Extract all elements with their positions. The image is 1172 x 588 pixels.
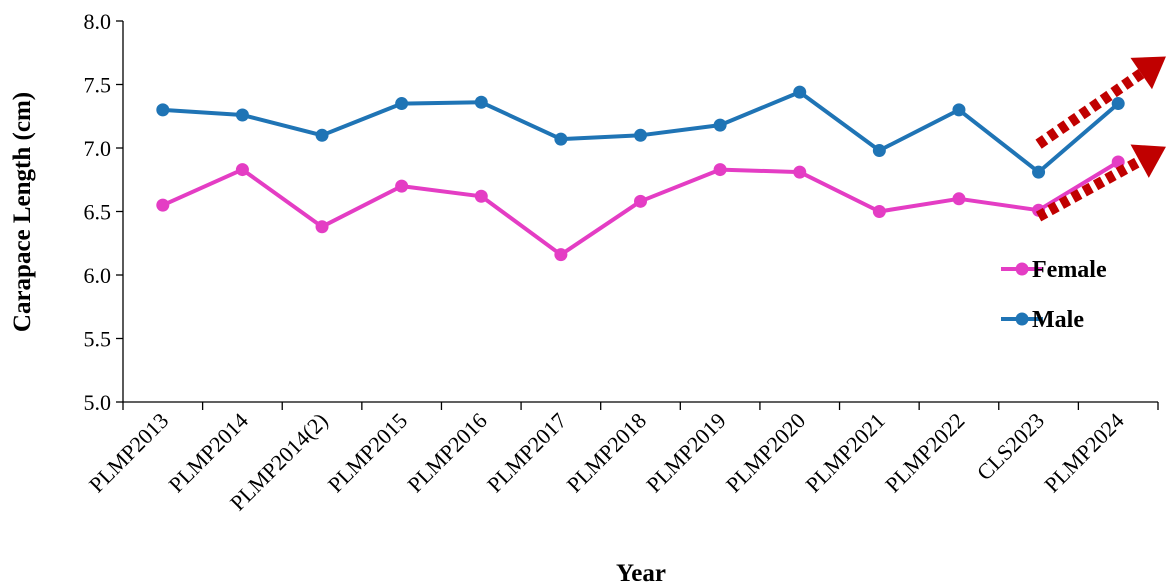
data-point-male bbox=[474, 95, 488, 109]
data-point-female bbox=[872, 205, 886, 218]
data-point-male bbox=[872, 144, 886, 158]
data-point-male bbox=[634, 128, 647, 142]
x-tick-label: PLMP2019 bbox=[641, 408, 730, 497]
y-tick-label: 5.0 bbox=[84, 390, 112, 415]
trend-arrow-shaft bbox=[1035, 156, 1143, 222]
annotation-arrows bbox=[1035, 56, 1166, 222]
data-point-female bbox=[713, 163, 727, 177]
data-point-male bbox=[952, 103, 966, 117]
data-point-female bbox=[235, 163, 249, 177]
y-tick-label: 5.5 bbox=[84, 327, 112, 352]
x-tick-label: PLMP2017 bbox=[482, 408, 571, 497]
y-tick-label: 7.5 bbox=[84, 73, 112, 98]
trend-arrow-head bbox=[1130, 56, 1166, 90]
y-axis-title: Carapace Length (cm) bbox=[9, 92, 36, 332]
y-axis: 5.0 5.5 6.0 6.5 7.0 7.5 8.0 bbox=[84, 9, 124, 415]
x-tick-label: PLMP2024 bbox=[1039, 408, 1128, 497]
data-point-male bbox=[713, 118, 727, 132]
y-tick-label: 6.0 bbox=[84, 263, 112, 288]
data-point-female bbox=[156, 198, 170, 212]
legend-item-male: Male bbox=[1001, 307, 1084, 333]
x-tick-label: CLS2023 bbox=[972, 408, 1049, 485]
data-point-female bbox=[952, 192, 966, 206]
legend-marker-male bbox=[1015, 312, 1029, 326]
data-point-male bbox=[235, 108, 249, 122]
legend-label-female: Female bbox=[1032, 257, 1107, 283]
x-axis: PLMP2013PLMP2014PLMP2014(2)PLMP2015PLMP2… bbox=[84, 401, 1159, 515]
x-tick-label: PLMP2022 bbox=[880, 408, 969, 497]
data-point-female bbox=[474, 189, 488, 203]
data-point-male bbox=[1111, 97, 1125, 111]
x-tick-label: PLMP2016 bbox=[402, 408, 491, 497]
x-tick-label: PLMP2020 bbox=[721, 408, 810, 497]
legend-label-male: Male bbox=[1032, 307, 1084, 333]
legend-item-female: Female bbox=[1001, 257, 1107, 283]
legend-marker-female bbox=[1015, 262, 1029, 276]
data-point-female bbox=[793, 165, 807, 179]
data-point-male bbox=[156, 103, 170, 117]
x-tick-label: PLMP2013 bbox=[84, 408, 173, 497]
trend-arrow bbox=[1035, 144, 1166, 222]
y-tick-label: 7.0 bbox=[84, 136, 112, 161]
trend-arrow-shaft bbox=[1035, 69, 1145, 149]
plot-series bbox=[156, 85, 1125, 262]
data-point-female bbox=[395, 179, 409, 193]
x-axis-title: Year bbox=[616, 560, 666, 587]
data-point-male bbox=[395, 97, 409, 111]
series-female bbox=[156, 155, 1125, 262]
trend-arrow bbox=[1035, 56, 1166, 149]
y-tick-label: 6.5 bbox=[84, 200, 112, 225]
x-tick-label: PLMP2021 bbox=[800, 408, 889, 497]
series-line-female bbox=[161, 160, 1120, 257]
series-male bbox=[156, 85, 1125, 179]
data-point-male bbox=[793, 85, 807, 99]
data-point-female bbox=[554, 248, 568, 262]
data-point-male bbox=[315, 128, 329, 142]
y-tick-label: 8.0 bbox=[84, 9, 112, 34]
legend: Female Male bbox=[1001, 257, 1107, 333]
data-point-male bbox=[1032, 165, 1046, 179]
data-point-female bbox=[634, 194, 647, 208]
x-tick-label: PLMP2015 bbox=[323, 408, 412, 497]
data-point-female bbox=[315, 220, 329, 234]
trend-arrow-head bbox=[1130, 144, 1166, 178]
x-tick-label: PLMP2018 bbox=[562, 408, 651, 497]
data-point-male bbox=[554, 132, 568, 146]
